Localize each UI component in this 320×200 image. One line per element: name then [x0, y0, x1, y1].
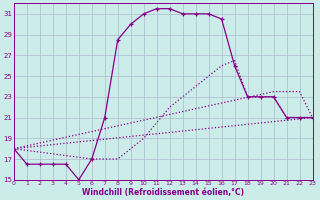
X-axis label: Windchill (Refroidissement éolien,°C): Windchill (Refroidissement éolien,°C)	[82, 188, 244, 197]
